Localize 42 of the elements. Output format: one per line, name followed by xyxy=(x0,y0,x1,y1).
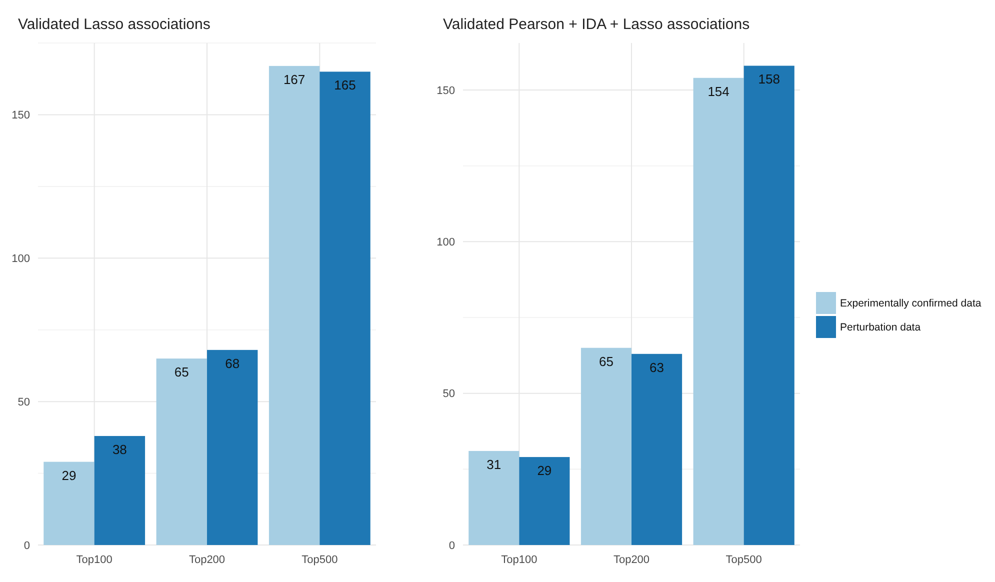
y-tick-label: 100 xyxy=(12,252,30,265)
bar xyxy=(156,358,207,545)
bar xyxy=(94,436,146,545)
y-tick-label: 0 xyxy=(24,540,30,552)
chart-title: Validated Lasso associations xyxy=(18,16,210,33)
bar xyxy=(44,462,94,545)
bar xyxy=(207,350,258,545)
x-tick-label: Top100 xyxy=(501,554,538,566)
y-tick-label: 150 xyxy=(12,110,30,122)
x-tick-label: Top100 xyxy=(76,554,112,566)
bar xyxy=(268,66,320,545)
legend-label: Perturbation data xyxy=(840,322,921,334)
bar xyxy=(632,354,682,545)
data-label: 29 xyxy=(62,468,76,483)
y-tick-label: 150 xyxy=(436,84,455,97)
data-label: 65 xyxy=(174,364,189,380)
bar xyxy=(744,66,794,545)
y-tick-label: 100 xyxy=(436,236,455,249)
data-label: 31 xyxy=(486,456,502,472)
data-label: 63 xyxy=(650,360,664,375)
legend-label: Experimentally confirmed data xyxy=(840,298,982,310)
y-tick-label: 0 xyxy=(448,540,455,552)
chart-title: Validated Pearson + IDA + Lasso associations xyxy=(443,16,750,33)
data-label: 165 xyxy=(334,78,356,93)
x-tick-label: Top500 xyxy=(726,554,762,566)
data-label: 29 xyxy=(537,463,552,478)
data-label: 38 xyxy=(112,442,127,457)
x-tick-label: Top200 xyxy=(613,554,650,566)
bar xyxy=(468,450,520,545)
data-label: 158 xyxy=(758,72,780,87)
bar xyxy=(519,457,570,545)
bar xyxy=(320,72,370,545)
bar xyxy=(580,348,632,545)
x-tick-label: Top500 xyxy=(302,554,338,566)
data-label: 167 xyxy=(283,72,306,87)
data-label: 154 xyxy=(708,84,730,99)
bar xyxy=(693,78,744,545)
x-tick-label: Top200 xyxy=(188,554,226,566)
y-tick-label: 50 xyxy=(18,396,30,408)
y-tick-label: 50 xyxy=(442,388,455,400)
data-label: 65 xyxy=(598,354,614,369)
data-label: 68 xyxy=(225,356,240,371)
